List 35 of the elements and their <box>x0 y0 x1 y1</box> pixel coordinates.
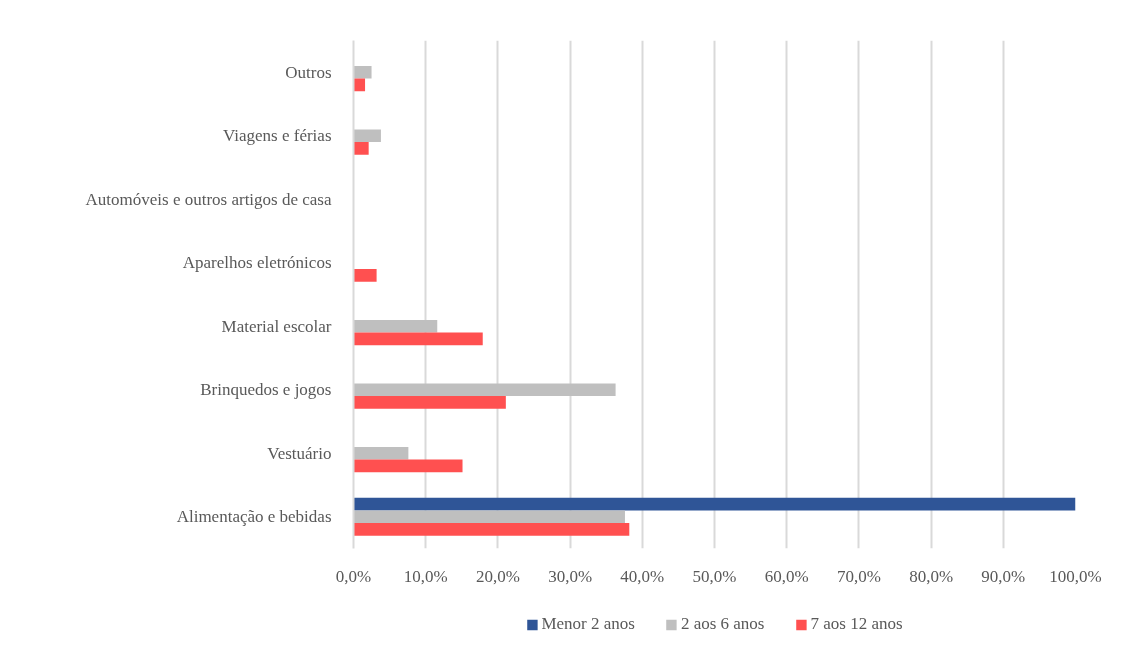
y-tick-label: Vestuário <box>267 443 332 463</box>
bar <box>353 396 506 409</box>
x-tick-label: 90,0% <box>981 566 1026 586</box>
x-tick-label: 70,0% <box>836 566 881 586</box>
legend-label: Menor 2 anos <box>541 614 635 634</box>
y-tick-label: Viagens e férias <box>223 126 332 146</box>
x-tick-label: 30,0% <box>548 566 593 586</box>
bar <box>353 142 369 155</box>
x-tick-label: 100,0% <box>1049 566 1102 586</box>
x-tick-label: 20,0% <box>475 566 520 586</box>
x-tick-label: 10,0% <box>403 566 448 586</box>
x-tick-label: 60,0% <box>764 566 809 586</box>
x-tick-label: 0,0% <box>335 566 372 586</box>
x-tick-label: 40,0% <box>620 566 665 586</box>
bar <box>353 129 381 143</box>
bar <box>353 65 372 79</box>
x-tick-label: 50,0% <box>692 566 737 586</box>
legend-label: 2 aos 6 anos <box>680 614 765 634</box>
y-tick-label: Automóveis e outros artigos de casa <box>85 189 332 209</box>
bar <box>353 446 409 460</box>
bar <box>353 269 377 282</box>
legend-label: 7 aos 12 anos <box>810 614 903 634</box>
bar <box>353 523 630 536</box>
bar <box>353 459 463 473</box>
y-tick-label: Outros <box>285 62 332 82</box>
y-tick-label: Material escolar <box>221 316 332 336</box>
y-tick-label: Alimentação e bebidas <box>176 507 332 527</box>
x-tick-label: 80,0% <box>909 566 954 586</box>
bar <box>353 319 438 333</box>
bar <box>353 332 483 346</box>
bar <box>353 510 625 524</box>
bar <box>353 383 616 397</box>
y-tick-label: Brinquedos e jogos <box>200 380 332 400</box>
y-tick-label: Aparelhos eletrónicos <box>182 253 332 273</box>
bar <box>353 497 1076 511</box>
